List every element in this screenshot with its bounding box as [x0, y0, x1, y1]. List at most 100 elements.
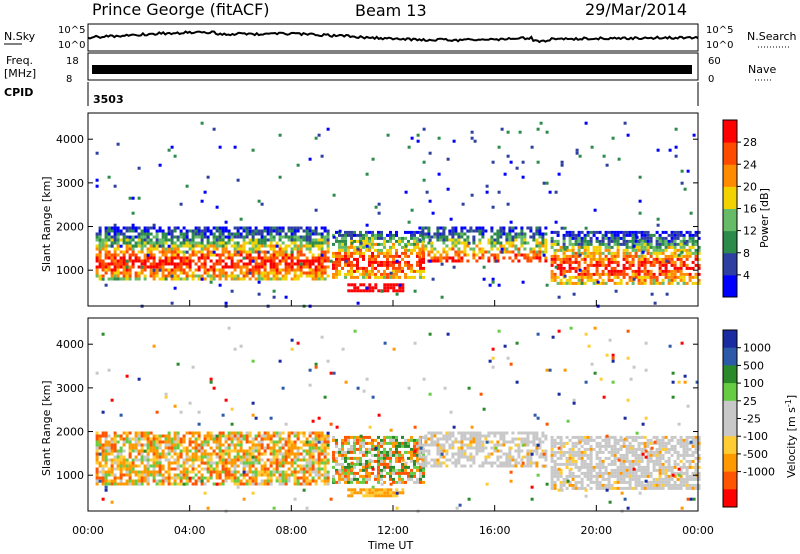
- power-cell: [164, 256, 168, 260]
- power-cell: [637, 263, 641, 267]
- power-cell: [239, 247, 243, 251]
- power-cell: [430, 250, 434, 254]
- power-cell: [685, 272, 689, 276]
- velocity-cell: [395, 444, 398, 448]
- velocity-cell: [643, 474, 647, 478]
- power-cell: [601, 263, 605, 267]
- velocity-cell: [553, 480, 557, 484]
- velocity-cell: [218, 452, 222, 456]
- power-cell: [610, 272, 614, 276]
- power-cell: [308, 226, 312, 230]
- velocity-cell: [556, 456, 560, 460]
- power-cell: [308, 271, 312, 275]
- velocity-cell: [110, 449, 114, 453]
- power-cell: [431, 277, 435, 281]
- velocity-cell: [380, 491, 384, 495]
- power-cell: [470, 136, 474, 140]
- velocity-cell: [134, 443, 138, 447]
- velocity-cell: [335, 438, 338, 442]
- velocity-cell: [568, 450, 572, 454]
- velocity-cell: [664, 435, 668, 439]
- power-cell: [290, 238, 294, 242]
- velocity-cell: [248, 467, 252, 471]
- power-cell: [164, 232, 168, 236]
- power-cell: [640, 233, 644, 237]
- velocity-cell: [293, 443, 297, 447]
- velocity-cell: [110, 479, 114, 483]
- power-cell: [209, 277, 213, 281]
- power-cell: [224, 235, 228, 239]
- power-cell: [290, 229, 294, 233]
- power-cell: [137, 241, 141, 245]
- power-cell: [622, 266, 626, 270]
- velocity-cell: [122, 458, 126, 462]
- power-cell: [338, 242, 341, 246]
- power-cell: [179, 250, 183, 254]
- power-cell: [586, 230, 590, 234]
- power-cell: [416, 230, 419, 234]
- power-cell: [179, 235, 183, 239]
- power-cell: [439, 226, 443, 230]
- power-cell: [263, 241, 267, 245]
- power-cell: [125, 271, 129, 275]
- power-cell: [560, 160, 564, 164]
- velocity-cell: [176, 458, 180, 462]
- velocity-cell: [416, 468, 419, 472]
- power-cell: [413, 275, 416, 279]
- velocity-cell: [550, 465, 554, 469]
- power-cell: [182, 238, 186, 242]
- velocity-cell: [583, 462, 587, 466]
- power-cell: [245, 262, 249, 266]
- power-cell: [320, 256, 324, 260]
- power-cell: [239, 217, 243, 221]
- velocity-cell: [347, 441, 350, 445]
- power-cell: [125, 229, 129, 233]
- velocity-cell: [589, 477, 593, 481]
- power-cell: [571, 260, 575, 264]
- power-cell: [541, 244, 545, 248]
- power-cell: [604, 266, 608, 270]
- velocity-cell: [218, 443, 222, 447]
- velocity-cell: [335, 444, 338, 448]
- velocity-cell: [227, 458, 231, 462]
- velocity-cell: [173, 437, 177, 441]
- velocity-cell: [460, 437, 464, 441]
- velocity-cell: [110, 440, 114, 444]
- power-cell: [643, 242, 647, 246]
- velocity-cell: [377, 447, 380, 451]
- velocity-cell: [146, 434, 150, 438]
- velocity-cell: [457, 452, 461, 456]
- velocity-cell: [359, 441, 362, 445]
- power-cell: [368, 245, 371, 249]
- velocity-cell: [413, 480, 416, 484]
- velocity-cell: [236, 455, 240, 459]
- power-cell: [299, 262, 303, 266]
- velocity-cell: [595, 441, 599, 445]
- power-cell: [632, 244, 636, 248]
- power-cell: [131, 262, 135, 266]
- power-cell: [212, 250, 216, 254]
- power-cell: [613, 233, 617, 237]
- velocity-cell: [451, 440, 455, 444]
- power-cell: [335, 251, 338, 255]
- velocity-cell: [179, 476, 183, 480]
- velocity-cell: [293, 482, 297, 486]
- power-cell: [308, 232, 312, 236]
- velocity-cell: [389, 477, 392, 481]
- power-cell: [583, 233, 587, 237]
- power-cell: [119, 232, 123, 236]
- power-cell: [592, 251, 596, 255]
- power-cell: [502, 226, 506, 230]
- velocity-cell: [362, 488, 366, 492]
- velocity-cell: [550, 459, 554, 463]
- power-cell: [440, 262, 444, 266]
- velocity-cell: [233, 434, 237, 438]
- y-tick-label: 4000: [56, 133, 84, 146]
- power-cell: [230, 244, 234, 248]
- power-cell: [658, 263, 662, 267]
- power-cell: [634, 275, 638, 279]
- power-cell: [463, 241, 467, 245]
- velocity-cell: [146, 437, 150, 441]
- velocity-cell: [433, 458, 437, 462]
- velocity-cell: [395, 494, 399, 498]
